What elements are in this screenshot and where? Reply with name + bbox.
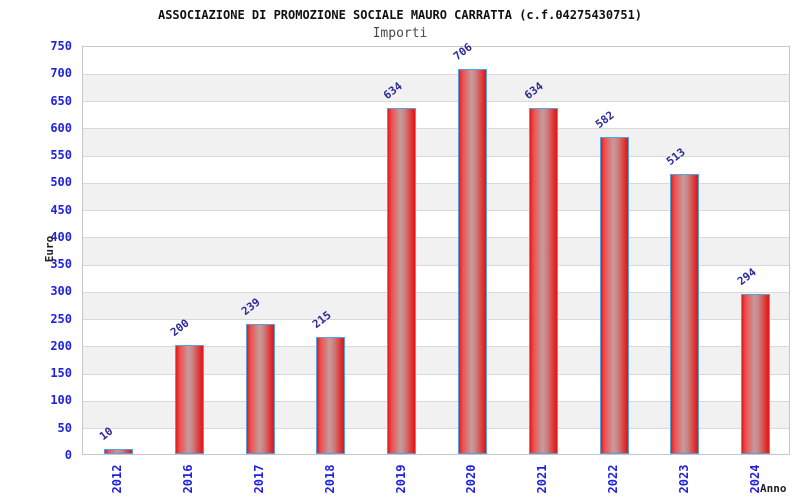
bar-2012 — [103, 448, 133, 454]
y-tick-label: 0 — [64, 448, 72, 462]
gridline — [83, 264, 789, 266]
y-tick-label: 250 — [50, 311, 72, 326]
gridline — [83, 101, 789, 103]
x-tick-label: 2016 — [181, 464, 196, 494]
plot-band — [83, 74, 789, 102]
x-tick-label: 2021 — [535, 464, 550, 494]
y-tick-label: 350 — [50, 257, 72, 272]
x-tick-label: 2019 — [393, 464, 408, 494]
gridline — [83, 128, 789, 130]
bar-2022 — [599, 136, 629, 454]
chart-title: ASSOCIAZIONE DI PROMOZIONE SOCIALE MAURO… — [157, 8, 643, 22]
y-tick-label: 550 — [50, 148, 72, 163]
bar-2020 — [457, 69, 487, 454]
y-tick-label: 400 — [50, 229, 72, 244]
bar-2016 — [174, 344, 204, 454]
y-tick-label: 100 — [50, 393, 72, 408]
y-tick-label: 600 — [50, 120, 72, 135]
gridline — [83, 73, 789, 75]
y-axis-title: Euro — [43, 235, 56, 263]
gridline — [83, 400, 789, 402]
y-tick-label: 450 — [50, 202, 72, 217]
plot-area: 10 200 239 215 634 706 634 582 513 294 — [82, 41, 790, 455]
bar-2017 — [245, 323, 275, 454]
bar-2024 — [741, 293, 771, 454]
gridline — [83, 373, 789, 375]
bar-2018 — [316, 336, 346, 454]
gridline — [83, 319, 789, 321]
y-tick-label: 300 — [50, 284, 72, 299]
y-tick-label: 750 — [50, 39, 72, 53]
x-tick-label: 2012 — [110, 464, 125, 494]
gridline — [83, 237, 789, 239]
y-tick-label: 700 — [50, 66, 72, 81]
x-tick-label: 2023 — [676, 464, 691, 494]
bar-2023 — [670, 174, 700, 454]
plot-band — [83, 128, 789, 157]
x-tick-label: 2018 — [322, 464, 337, 494]
x-axis-title: Anno — [760, 482, 787, 495]
bar-value-label: 582 — [592, 108, 617, 131]
bar-2019 — [387, 108, 417, 454]
y-tick-label: 650 — [50, 93, 72, 108]
y-tick-label: 500 — [50, 175, 72, 190]
y-tick-label: 150 — [50, 366, 72, 381]
chart-subtitle: Importi — [372, 26, 428, 41]
bar-value-label: 706 — [451, 40, 476, 63]
bar-value-label: 294 — [734, 265, 759, 288]
y-tick-label: 200 — [50, 338, 72, 353]
x-tick-label: 2022 — [606, 464, 620, 494]
gridline — [83, 182, 789, 184]
y-tick-label: 50 — [57, 420, 72, 435]
bar-2021 — [528, 108, 558, 454]
x-tick-label: 2020 — [464, 464, 479, 494]
gridline — [83, 346, 789, 348]
gridline — [83, 210, 789, 212]
x-tick-label: 2017 — [252, 464, 266, 494]
gridline — [83, 428, 789, 430]
gridline — [83, 155, 789, 157]
gridline — [83, 291, 789, 293]
